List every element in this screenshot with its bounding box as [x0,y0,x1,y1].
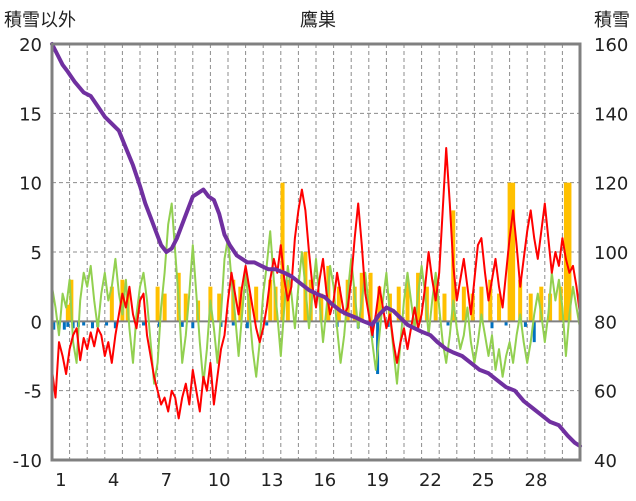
precip-bar-8 [183,293,188,322]
negative-bar-17 [245,321,249,329]
right-tick-label: 80 [594,312,617,333]
left-tick-label: 10 [19,174,42,195]
precip-bar-39 [470,293,475,322]
x-tick-label: 10 [208,470,231,491]
negative-bar-18 [265,321,269,326]
negative-bar-6 [82,321,86,326]
left-tick-label: 0 [31,312,42,333]
x-tick-label: 4 [108,470,119,491]
negative-bar-11 [142,321,146,326]
x-tick-label: 28 [525,470,548,491]
x-tick-label: 19 [366,470,389,491]
x-tick-label: 25 [472,470,495,491]
precip-bar-47 [539,286,544,322]
right-tick-label: 120 [594,174,628,195]
precip-bar-24 [336,286,341,322]
chart-title: 鷹巣 [300,9,336,31]
right-axis-title: 積雪 [594,10,630,31]
precip-bar-45 [518,279,523,322]
precip-bar-22 [319,293,324,322]
x-tick-label: 13 [261,470,284,491]
negative-bar-16 [231,321,235,326]
precip-bar-40 [479,286,484,322]
precip-bar-11 [217,293,222,322]
temperature-line [51,147,581,420]
left-tick-label: 20 [19,35,42,56]
precip-bar-50 [563,182,568,322]
precip-bar-44 [511,182,516,322]
precip-bar-5 [155,286,160,322]
precip-bar-31 [396,286,401,322]
precip-bar-41 [488,279,493,322]
x-axis-ticks: 1 4 7 10 13 16 19 22 25 28 [55,470,547,491]
precip-bar-0 [65,304,70,322]
x-tick-label: 1 [55,470,66,491]
precip-bar-42 [497,293,502,322]
negative-bar-13 [180,321,184,327]
negative-bar-7 [90,321,94,329]
left-tick-label: 5 [31,243,42,264]
negative-bar-25 [490,321,494,329]
precip-bar-43 [507,182,512,322]
precip-bar-3 [120,279,125,322]
precip-bar-38 [461,286,466,322]
x-tick-label: 16 [313,470,336,491]
left-tick-label: -10 [13,451,42,472]
negative-bar-3 [66,321,70,327]
negative-bar-2 [62,321,66,330]
precip-bar-18 [280,182,285,322]
precip-bar-48 [548,293,553,322]
negative-bar-26 [504,321,508,326]
right-tick-label: 140 [594,104,628,125]
x-tick-label: 7 [161,470,172,491]
series-lines [50,42,582,449]
right-tick-label: 100 [594,243,628,264]
x-tick-label: 22 [419,470,442,491]
left-tick-label: 15 [19,104,42,125]
negative-bar-27 [523,321,527,327]
precip-bar-29 [377,286,382,322]
plot-frame [50,42,582,462]
left-axis-title: 積雪以外 [4,10,76,31]
negative-bar-24 [446,321,450,326]
precip-bar-36 [442,293,447,322]
right-tick-label: 160 [594,35,628,56]
precip-bar-2 [109,286,114,322]
right-tick-label: 60 [594,382,617,403]
precip-bar-16 [268,279,273,322]
right-tick-label: 40 [594,451,617,472]
negative-bar-10 [113,321,117,329]
green_series-line [51,202,581,385]
negative-bar-14 [191,321,195,329]
precip-bar-28 [368,272,373,322]
negative-bar-9 [105,321,109,326]
precip-bar-46 [528,293,533,322]
negative-bar-0 [52,321,56,330]
right-axis-ticks: 160 140 120 100 80 60 40 [594,35,628,472]
negative-bar-28 [532,321,536,343]
snow_depth-line [50,42,582,449]
precip-bar-21 [308,279,313,322]
precip-bar-6 [162,293,167,322]
precip-bar-49 [558,286,563,322]
precip-bar-15 [254,286,259,322]
precip-bar-32 [405,279,410,322]
precip-bar-51 [567,182,572,322]
left-tick-label: -5 [24,382,42,403]
left-axis-ticks: 20 15 10 5 0 -5 -10 [13,35,42,472]
precip-bar-26 [352,286,357,322]
